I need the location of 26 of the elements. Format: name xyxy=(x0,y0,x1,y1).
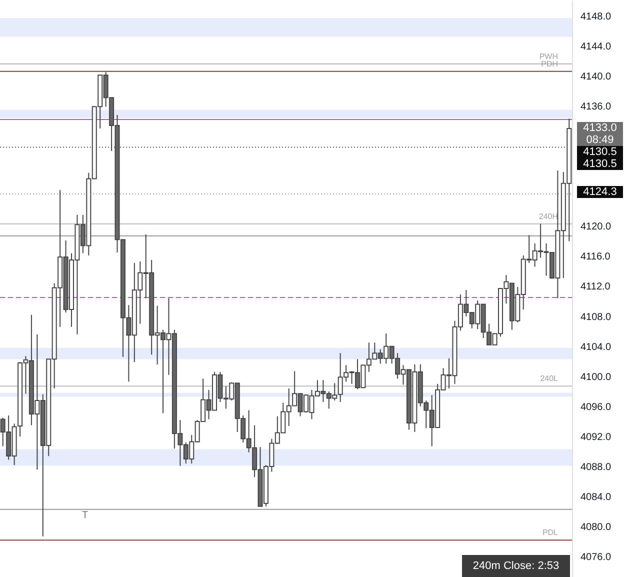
y-tick-label: 4144.0 xyxy=(580,41,612,52)
text: 08:49 xyxy=(586,134,614,146)
y-tick-label: 4084.0 xyxy=(580,492,612,504)
ref-line-label: 240L xyxy=(540,374,559,384)
text: 4133.0 xyxy=(583,122,617,134)
y-tick-label: 4136.0 xyxy=(580,101,612,112)
y-tick-label: 4100.0 xyxy=(580,372,612,383)
y-tick-label: 4148.0 xyxy=(580,11,612,22)
text: 4124.3 xyxy=(583,186,617,198)
text: 4130.5 xyxy=(583,158,617,170)
text: 4130.5 xyxy=(583,146,617,158)
y-tick-label: 4116.0 xyxy=(580,252,611,263)
y-tick-label: 4080.0 xyxy=(580,522,612,534)
annotation: T xyxy=(82,510,88,521)
y-tick-label: 4076.0 xyxy=(580,552,612,564)
y-tick-label: 4120.0 xyxy=(580,222,612,233)
y-tick-label: 4104.0 xyxy=(580,342,612,353)
y-tick-label: 4092.0 xyxy=(580,432,612,444)
y-tick-label: 4088.0 xyxy=(580,462,612,474)
y-tick-label: 4108.0 xyxy=(580,312,612,323)
ref-line-label: PDL xyxy=(542,528,559,538)
y-tick-label: 4112.0 xyxy=(580,282,611,293)
annotation: 240m Close: 2:53 xyxy=(472,560,560,572)
ref-line-label: PWH xyxy=(539,52,558,61)
y-tick-label: 4096.0 xyxy=(580,402,612,413)
y-tick-label: 4140.0 xyxy=(580,71,612,82)
